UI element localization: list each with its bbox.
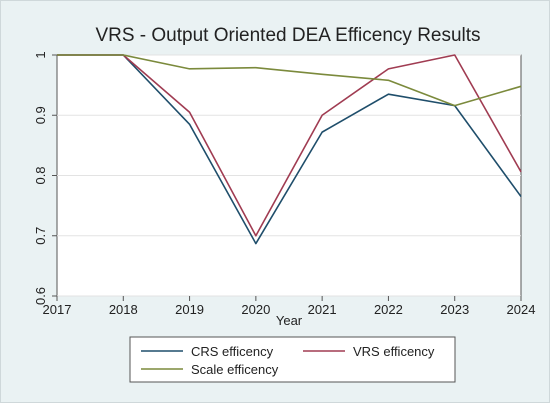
y-tick-label: 1 <box>33 51 48 58</box>
x-tick-label: 2018 <box>109 302 138 317</box>
x-axis-label: Year <box>276 313 303 328</box>
x-tick-label: 2021 <box>308 302 337 317</box>
x-tick-label: 2022 <box>374 302 403 317</box>
y-tick-label: 0.8 <box>33 166 48 184</box>
x-tick-label: 2024 <box>507 302 536 317</box>
x-tick-label: 2017 <box>43 302 72 317</box>
legend: CRS efficency VRS efficency Scale efficenc… <box>130 337 455 382</box>
legend-label: CRS efficency <box>191 344 274 359</box>
chart-title: VRS - Output Oriented DEA Efficency Resu… <box>95 25 480 46</box>
legend-label: Scale efficency <box>191 362 279 377</box>
x-tick-label: 2020 <box>241 302 270 317</box>
y-tick-label: 0.9 <box>33 106 48 124</box>
x-tick-label: 2023 <box>440 302 469 317</box>
legend-label: VRS efficency <box>353 344 435 359</box>
y-tick-label: 0.7 <box>33 227 48 245</box>
x-tick-label: 2019 <box>175 302 204 317</box>
